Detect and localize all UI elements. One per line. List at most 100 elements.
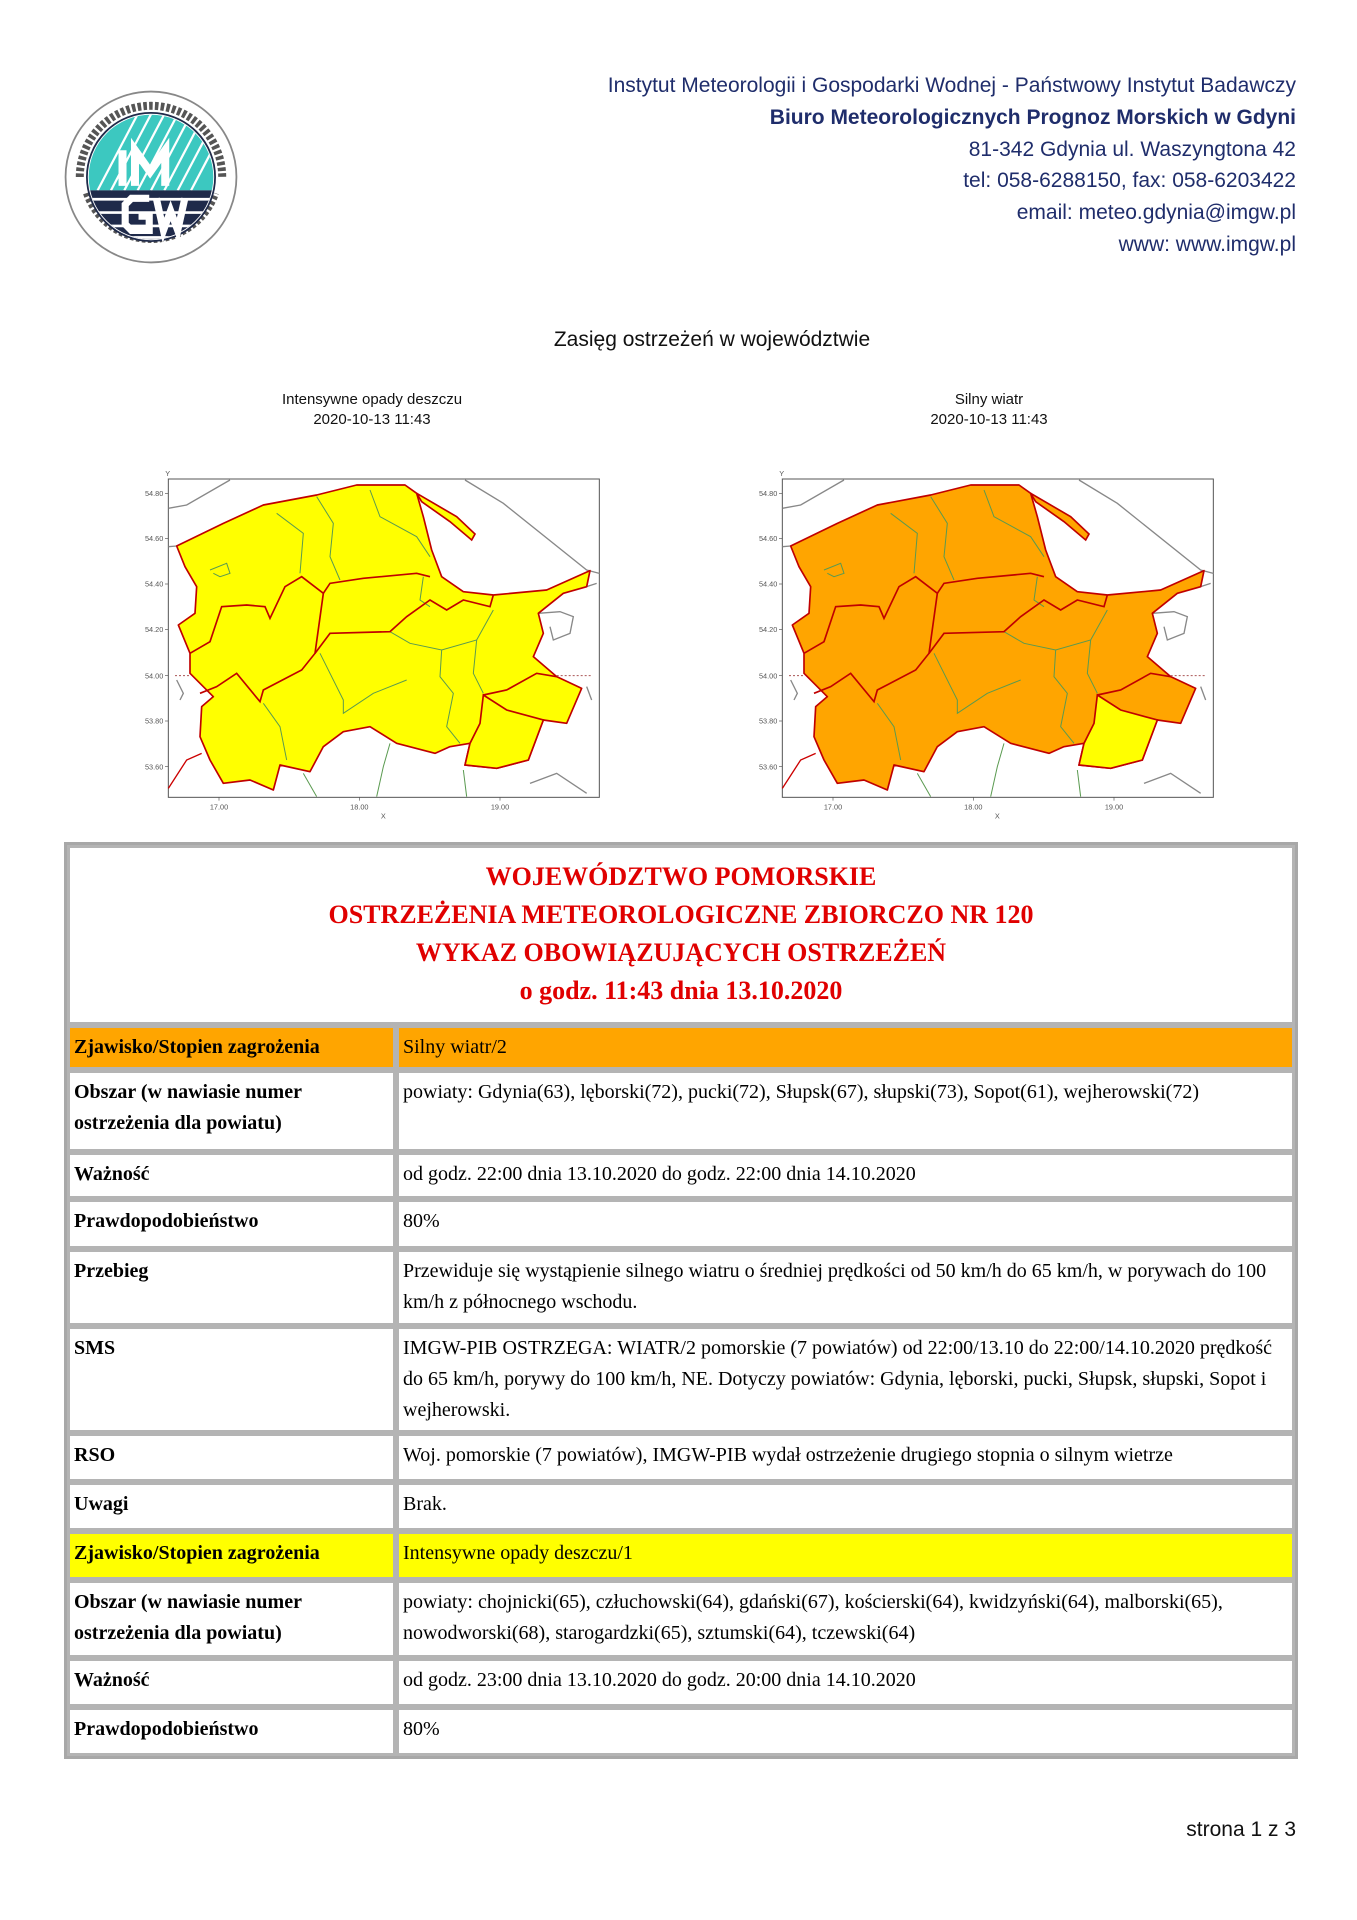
row-label: Obszar (w nawiasie numer ostrzeżenia dla… [67,1070,396,1152]
x-tick-label: 18.00 [964,802,982,811]
neighbor-border [538,610,575,641]
hel-peninsula [415,492,477,542]
southeast-counties [463,693,545,770]
row-label: SMS [67,1326,396,1433]
neighbor-border [1152,610,1189,641]
row-label: Ważność [67,1152,396,1199]
county-border [462,769,468,797]
address: 81-342 Gdynia ul. Waszyngtona 42 [968,138,1296,161]
table-row-probability: Prawdopodobieństwo 80% [67,1199,1295,1249]
row-value: 80% [396,1707,1295,1756]
table-row-rso: RSO Woj. pomorskie (7 powiatów), IMGW-PIB… [67,1433,1295,1482]
y-tick-label: 53.80 [145,717,163,726]
map-caption-title: Silny wiatr [954,391,1024,408]
neighbor-border [464,479,600,574]
subregion-border [199,593,325,704]
subregion-border [1097,672,1171,696]
office-name: Biuro Meteorologicznych Prognoz Morskich… [769,106,1296,129]
y-tick-label: 53.60 [759,762,777,771]
x-tick-label: 18.00 [350,802,368,811]
maps-title: Zasięg ostrzeżeń w województwie [553,328,871,351]
y-tick-label: 53.80 [759,717,777,726]
row-value: Silny wiatr/2 [396,1025,1295,1070]
y-tick-label: 54.80 [145,489,163,498]
title-time: o godz. 11:43 dnia 13.10.2020 [519,976,843,1005]
table-row-area: Obszar (w nawiasie numer ostrzeżenia dla… [67,1070,1295,1152]
row-label: Zjawisko/Stopien zagrożenia [67,1531,396,1580]
neighbor-border [586,582,597,588]
county-border [419,576,431,608]
y-tick-label: 54.00 [759,671,777,680]
row-value: 80% [396,1199,1295,1249]
row-value: powiaty: Gdynia(63), lęborski(72), pucki… [396,1070,1295,1152]
county-border [990,743,1005,797]
table-title: WOJEWÓDZTWO POMORSKIE OSTRZEŻENIA METEOR… [67,845,1295,1025]
warning-map-rain: 54.80 54.60 54.40 54.20 54.00 53.80 53.60 17.00… [145,469,600,820]
logo-letters-gw [121,194,189,244]
row-label: Ważność [67,1658,396,1707]
x-tick-label: 19.00 [1105,802,1123,811]
subregion-border [813,593,939,704]
y-tick-label: 54.60 [145,534,163,543]
table-row-phenomenon: Zjawisko/Stopien zagrożenia Silny wiatr/2 [67,1025,1295,1070]
map-caption-title: Intensywne opady deszczu [281,391,463,408]
table-row-validity: Ważność od godz. 23:00 dnia 13.10.2020 do… [67,1658,1295,1707]
neighbor-border [529,772,588,794]
map-caption-timestamp: 2020-10-13 11:43 [930,411,1048,428]
county-border [472,639,484,694]
county-border [369,489,431,557]
map-caption-timestamp: 2020-10-13 11:43 [313,411,431,428]
neighbor-border [790,679,799,701]
county-border [1076,769,1082,797]
y-axis-label: Y [165,469,170,478]
x-tick-label: 17.00 [210,802,228,811]
subregion-border [189,572,431,655]
table-row-remarks: Uwagi Brak. [67,1482,1295,1531]
county-border [983,489,1045,557]
county-border [302,773,318,797]
subregion-border [928,594,1109,654]
title-voivodeship: WOJEWÓDZTWO POMORSKIE [485,862,877,891]
neighbor-border [167,752,202,789]
county-border [376,743,391,797]
row-value: powiaty: chojnicki(65), człuchowski(64),… [396,1580,1295,1658]
y-tick-label: 54.60 [759,534,777,543]
table-row-sms: SMS IMGW-PIB OSTRZEGA: WIATR/2 pomorskie … [67,1326,1295,1433]
logo-letters-im [118,137,170,186]
row-value: Woj. pomorskie (7 powiatów), IMGW-PIB wy… [396,1433,1295,1482]
row-label: RSO [67,1433,396,1482]
county-border [439,649,461,744]
subregion-border [483,672,557,696]
neighbor-border [782,479,845,509]
email[interactable]: email: meteo.gdynia@imgw.pl [1016,201,1296,224]
county-border [823,562,845,578]
y-tick-label: 54.40 [145,580,163,589]
county-border [209,562,231,578]
county-border [316,496,341,581]
subregion-border [314,594,495,654]
y-tick-label: 53.60 [145,762,163,771]
table-row-probability: Prawdopodobieństwo 80% [67,1707,1295,1756]
table-row-area: Obszar (w nawiasie numer ostrzeżenia dla… [67,1580,1295,1658]
neighbor-border [586,686,593,701]
row-value: od godz. 22:00 dnia 13.10.2020 do godz. … [396,1152,1295,1199]
neighbor-border [176,679,185,701]
row-label: Prawdopodobieństwo [67,1199,396,1249]
neighbor-border [168,545,177,548]
county-border [262,703,288,761]
row-label: Zjawisko/Stopien zagrożenia [67,1025,396,1070]
institute-name: Instytut Meteorologii i Gospodarki Wodne… [607,74,1296,97]
y-tick-label: 54.00 [145,671,163,680]
neighbor-border [1200,582,1211,588]
county-border [319,653,407,715]
title-list: WYKAZ OBOWIĄZUJĄCYCH OSTRZEŻEŃ [415,938,947,967]
county-border [930,496,955,581]
row-value: IMGW-PIB OSTRZEGA: WIATR/2 pomorskie (7 … [396,1326,1295,1433]
hel-peninsula [1029,492,1091,542]
website[interactable]: www: www.imgw.pl [1118,233,1296,256]
county-border [933,653,1021,715]
logo-ring-lettering-top [75,101,227,178]
row-label: Prawdopodobieństwo [67,1707,396,1756]
county-border [1086,639,1098,694]
y-tick-label: 54.20 [759,625,777,634]
